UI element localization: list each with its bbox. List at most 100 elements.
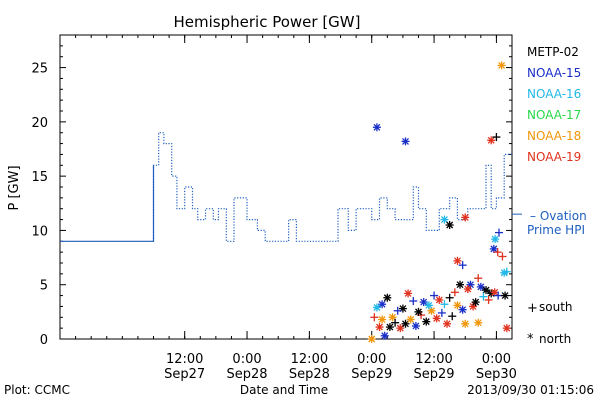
north-point bbox=[487, 136, 496, 145]
north-point bbox=[406, 315, 415, 324]
point-stroke bbox=[461, 320, 469, 328]
north-point bbox=[401, 137, 410, 146]
y-axis-ticks: 0 5 10 15 20 25 bbox=[31, 45, 512, 348]
x-axis-label: Date and Time bbox=[240, 383, 328, 397]
x-tick-label-time: 0:00 bbox=[482, 352, 511, 367]
legend-item: NOAA-16 bbox=[527, 87, 581, 101]
y-tick-label: 5 bbox=[40, 279, 48, 294]
point-stroke bbox=[456, 281, 464, 289]
plot-frame bbox=[59, 34, 513, 340]
north-point bbox=[471, 298, 480, 307]
north-point bbox=[383, 293, 392, 302]
south-point bbox=[458, 261, 467, 270]
north-point bbox=[380, 331, 389, 340]
north-point bbox=[411, 321, 420, 330]
footer-timestamp: 2013/09/30 01:15:06 bbox=[467, 383, 594, 397]
north-point bbox=[414, 307, 423, 316]
south-point bbox=[502, 267, 511, 276]
south-point bbox=[448, 312, 457, 321]
point-stroke bbox=[446, 221, 454, 229]
north-point bbox=[432, 314, 441, 323]
south-point bbox=[430, 291, 439, 300]
ovation-label-line2: Prime HPI bbox=[527, 223, 585, 237]
x-tick-label-time: 0:00 bbox=[232, 352, 261, 367]
legend-item: NOAA-17 bbox=[527, 108, 581, 122]
north-point bbox=[372, 303, 381, 312]
point-stroke bbox=[404, 289, 412, 297]
point-stroke bbox=[464, 285, 472, 293]
point-stroke bbox=[482, 286, 490, 294]
point-stroke bbox=[381, 332, 389, 340]
south-marker-label: south bbox=[539, 300, 573, 314]
legend: METP-02 NOAA-15 NOAA-16 NOAA-17 NOAA-18 NOAA-… bbox=[527, 45, 581, 164]
point-stroke bbox=[378, 315, 386, 323]
north-point bbox=[456, 280, 465, 289]
point-stroke bbox=[428, 307, 435, 315]
point-stroke bbox=[425, 301, 433, 309]
north-point bbox=[474, 318, 483, 327]
south-point bbox=[391, 318, 400, 327]
y-tick-label: 25 bbox=[31, 62, 48, 77]
north-point bbox=[398, 304, 407, 313]
point-stroke bbox=[433, 314, 441, 322]
point-stroke bbox=[373, 304, 381, 311]
point-stroke bbox=[490, 245, 498, 253]
x-tick-label-date: Sep29 bbox=[414, 367, 455, 382]
north-point bbox=[490, 288, 499, 297]
point-stroke bbox=[459, 306, 467, 314]
south-marker-symbol: + bbox=[527, 301, 538, 316]
north-point bbox=[367, 335, 376, 343]
south-point bbox=[492, 133, 501, 142]
north-point bbox=[501, 291, 510, 300]
point-stroke bbox=[443, 320, 451, 328]
south-point bbox=[494, 291, 503, 300]
point-stroke bbox=[453, 257, 461, 265]
point-stroke bbox=[420, 298, 428, 306]
hpi-line-dotted bbox=[152, 132, 512, 242]
point-stroke bbox=[503, 324, 511, 332]
point-stroke bbox=[383, 294, 391, 302]
south-point bbox=[474, 274, 483, 283]
north-point bbox=[443, 319, 452, 328]
point-stroke bbox=[412, 322, 420, 330]
ovation-hpi-line bbox=[60, 132, 522, 242]
north-point bbox=[375, 323, 384, 332]
north-point bbox=[461, 319, 470, 328]
point-stroke bbox=[415, 308, 422, 316]
point-stroke bbox=[378, 300, 386, 308]
south-point bbox=[493, 248, 502, 257]
point-stroke bbox=[491, 288, 499, 296]
point-stroke bbox=[441, 216, 448, 224]
north-marker-symbol: * bbox=[527, 332, 534, 347]
south-point bbox=[450, 288, 459, 297]
y-tick-label: 10 bbox=[31, 224, 48, 239]
legend-item: NOAA-15 bbox=[527, 66, 581, 80]
south-point bbox=[437, 308, 446, 317]
point-stroke bbox=[498, 61, 506, 69]
south-point bbox=[495, 228, 504, 237]
north-point bbox=[445, 221, 454, 229]
x-tick-label-date: Sep28 bbox=[289, 367, 330, 382]
x-tick-label-date: Sep28 bbox=[227, 367, 268, 382]
x-tick-label-date: Sep27 bbox=[164, 367, 205, 382]
north-point bbox=[463, 285, 472, 294]
y-tick-label: 20 bbox=[31, 116, 48, 131]
y-axis-label: P [GW] bbox=[7, 165, 22, 210]
south-point bbox=[370, 313, 379, 322]
point-stroke bbox=[376, 323, 383, 331]
south-point bbox=[498, 252, 507, 261]
south-point bbox=[393, 306, 402, 315]
point-stroke bbox=[407, 315, 415, 323]
y-tick-label: 0 bbox=[40, 333, 48, 348]
x-tick-label-time: 0:00 bbox=[357, 352, 386, 367]
south-point bbox=[484, 295, 493, 304]
point-stroke bbox=[373, 123, 381, 131]
north-point bbox=[378, 315, 387, 324]
footer-left: Plot: CCMC bbox=[4, 383, 70, 397]
point-stroke bbox=[501, 292, 509, 300]
north-marker-label: north bbox=[539, 332, 571, 346]
north-point bbox=[372, 123, 381, 132]
x-tick-label-time: 12:00 bbox=[291, 352, 328, 367]
point-stroke bbox=[435, 296, 443, 304]
point-stroke bbox=[386, 323, 394, 331]
